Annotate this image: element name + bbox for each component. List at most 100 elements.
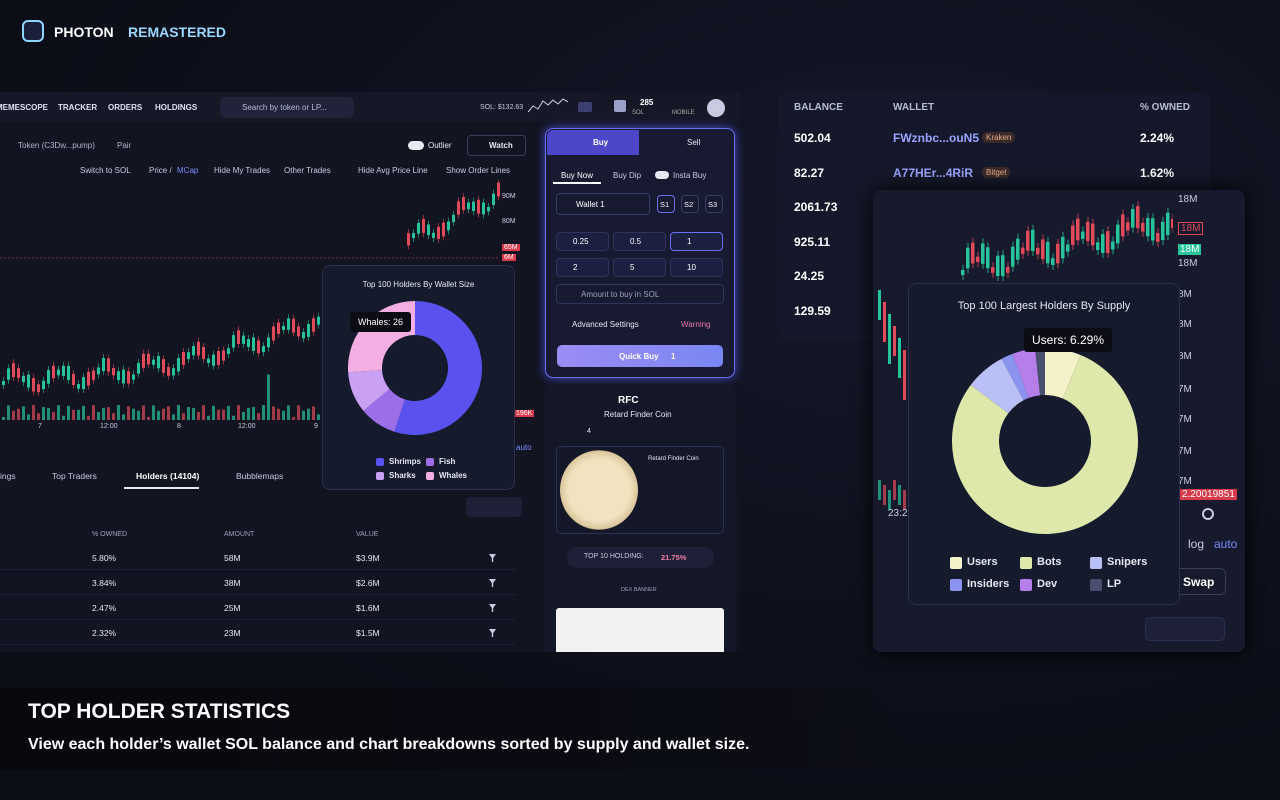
buy-tab-label[interactable]: Buy: [593, 138, 609, 147]
amount-button[interactable]: [613, 258, 666, 277]
tab[interactable]: Top Traders: [52, 471, 97, 481]
quick-buy-label: Quick Buy: [619, 352, 659, 361]
volume-bar: [17, 408, 20, 420]
card-title: Retard Finder Coin: [648, 456, 699, 462]
candle: [52, 365, 55, 379]
column-header: % OWNED: [92, 531, 127, 538]
nav-item[interactable]: HOLDINGS: [155, 103, 198, 112]
tab[interactable]: Holders (14104): [136, 471, 200, 481]
outlier-toggle[interactable]: [408, 141, 424, 150]
candle: [1166, 212, 1170, 235]
settings-icon[interactable]: [1202, 508, 1214, 520]
candle: [1106, 231, 1110, 254]
volume-bar: [192, 407, 195, 420]
candle: [422, 218, 425, 233]
candle: [147, 353, 150, 365]
banner-image: [556, 608, 724, 652]
cell: 23M: [224, 628, 241, 638]
x-axis-label: 7: [38, 423, 42, 430]
quick-buy-button[interactable]: [557, 345, 723, 367]
amount-button[interactable]: [556, 258, 609, 277]
view-toggle[interactable]: [466, 497, 522, 517]
preset-button[interactable]: [681, 195, 699, 213]
candle: [27, 374, 30, 388]
auto-toggle[interactable]: auto: [1214, 537, 1238, 551]
toolbar-item[interactable]: MCap: [177, 166, 199, 175]
legend-label: Shrimps: [389, 457, 422, 466]
volume-bar: [247, 407, 250, 420]
log-toggle[interactable]: log: [1188, 537, 1205, 551]
filter-icon[interactable]: [489, 604, 496, 612]
volume-bar: [903, 490, 906, 510]
candle: [976, 256, 980, 262]
candle: [1026, 230, 1030, 251]
y-axis-label: 7M: [1178, 414, 1192, 425]
amount-button[interactable]: [670, 232, 723, 251]
preset-button[interactable]: [657, 195, 675, 213]
volume-bar: [7, 405, 10, 420]
search-box[interactable]: [220, 97, 354, 118]
filter-icon[interactable]: [489, 629, 496, 637]
candle: [996, 255, 1000, 277]
buy-mode[interactable]: Buy Now: [561, 171, 594, 180]
nav-item[interactable]: ORDERS: [108, 103, 143, 112]
candle: [981, 243, 985, 264]
auto-toggle[interactable]: auto: [516, 443, 532, 452]
preset-button[interactable]: [705, 195, 723, 213]
tab[interactable]: ings: [0, 471, 16, 481]
amount-input[interactable]: [556, 284, 724, 304]
nav-item[interactable]: TRACKER: [58, 103, 98, 112]
cell: $1.5M: [356, 628, 380, 638]
amount-button[interactable]: [670, 258, 723, 277]
volume-bar: [72, 409, 75, 420]
tab[interactable]: Bubblemaps: [236, 471, 284, 481]
volume-bar: [132, 408, 135, 420]
legend-label: Users: [967, 556, 998, 568]
volume-bar: [237, 405, 240, 420]
amount-label: 2: [573, 263, 578, 272]
y-axis-label: 80M: [502, 218, 516, 225]
toolbar-item[interactable]: Hide Avg Price Line: [358, 166, 428, 175]
nav-item[interactable]: MEMESCOPE: [0, 103, 49, 112]
candle: [92, 370, 95, 380]
toolbar-item[interactable]: Show Order Lines: [446, 166, 511, 175]
volume-bar: [172, 414, 175, 420]
preset-label: S3: [708, 200, 718, 209]
toolbar-item[interactable]: Hide My Trades: [214, 166, 271, 175]
sell-tab-label[interactable]: Sell: [687, 138, 701, 147]
insta-toggle[interactable]: [655, 171, 669, 179]
volume-bar: [62, 415, 65, 420]
price-tag: 2.20019851: [1180, 489, 1237, 500]
volume-bar: [312, 406, 315, 420]
volume-bar: [112, 413, 115, 420]
candle: [137, 362, 140, 374]
candle: [112, 368, 115, 376]
volume-bar: [32, 405, 35, 420]
candle: [262, 345, 265, 353]
advanced-settings[interactable]: Advanced Settings: [572, 320, 639, 329]
volume-bar: [898, 485, 901, 505]
outlier-label: Outlier: [428, 141, 452, 150]
filter-icon[interactable]: [489, 554, 496, 562]
filter-icon[interactable]: [489, 579, 496, 587]
wallet-select[interactable]: [556, 193, 650, 215]
watch-button[interactable]: [467, 135, 526, 156]
y-axis-label: 18M: [1178, 222, 1204, 235]
amount-button[interactable]: [556, 232, 609, 251]
candle: [312, 318, 315, 332]
buy-tab[interactable]: [547, 130, 639, 155]
toolbar-item[interactable]: Switch to SOL: [80, 166, 131, 175]
candle: [37, 384, 40, 393]
amount-button[interactable]: [613, 232, 666, 251]
row-divider: [0, 569, 515, 570]
profile[interactable]: [707, 99, 725, 117]
buy-mode[interactable]: Buy Dip: [613, 171, 642, 180]
candle: [1126, 222, 1130, 231]
chart-view-toggle[interactable]: [1145, 617, 1225, 641]
buy-mode[interactable]: Insta Buy: [673, 171, 707, 180]
preset-label: S1: [660, 200, 670, 209]
toolbar-item[interactable]: Other Trades: [284, 166, 331, 175]
candle: [472, 201, 475, 212]
toolbar-item[interactable]: Price /: [149, 166, 172, 175]
column-header: BALANCE: [794, 102, 843, 113]
